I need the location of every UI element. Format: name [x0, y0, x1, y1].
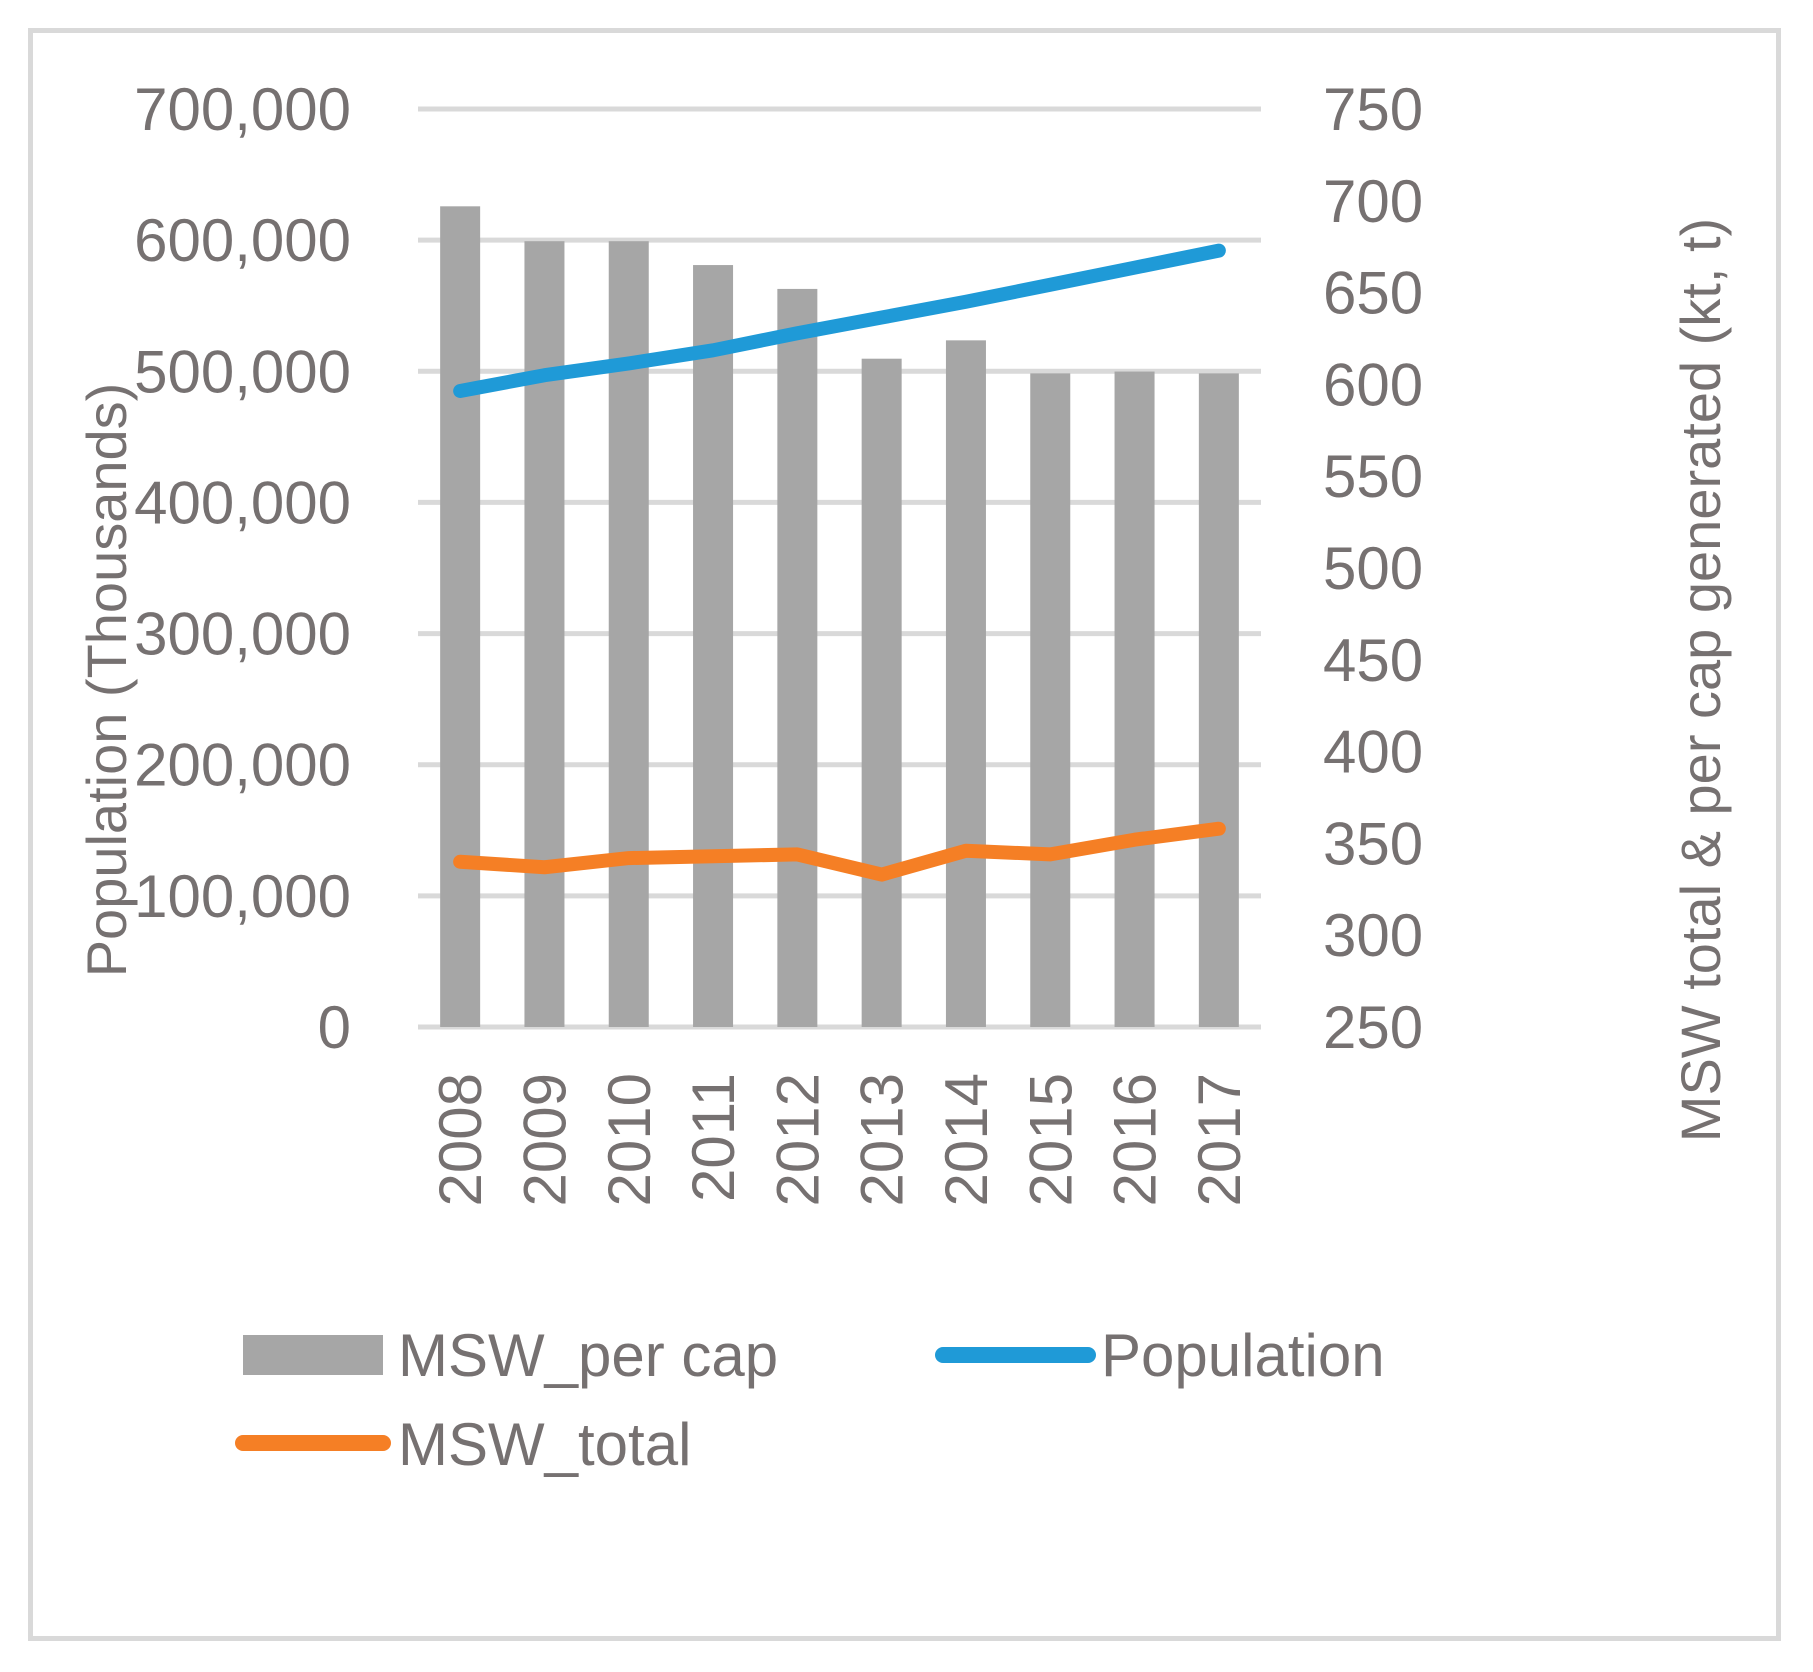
- x-tick-label-2014: 2014: [933, 1073, 1000, 1206]
- left-tick-label: 300,000: [134, 601, 351, 668]
- line-population: [453, 243, 1226, 398]
- x-tick-label-2011: 2011: [680, 1073, 747, 1202]
- left-axis-title: Population (Thousands): [75, 383, 138, 978]
- bar-msw-per-cap-2012: [777, 288, 818, 1027]
- left-tick-label: 0: [318, 994, 351, 1061]
- left-tick-label: 600,000: [134, 207, 351, 274]
- left-axis-ticks: 0 100,000 200,000 300,000 400,000 500,000 600,…: [134, 76, 351, 1061]
- legend-label-msw-per-cap: MSW_per cap: [398, 1322, 778, 1389]
- legend-label-population: Population: [1101, 1322, 1385, 1389]
- left-tick-label: 200,000: [134, 732, 351, 799]
- legend-swatch-msw-per-cap: [243, 1335, 383, 1375]
- line-msw-total: [453, 821, 1226, 882]
- chart-frame: 0 100,000 200,000 300,000 400,000 500,000 600,…: [28, 28, 1781, 1641]
- left-tick-label: 500,000: [134, 338, 351, 405]
- right-tick-label: 650: [1323, 260, 1423, 327]
- left-tick-label: 100,000: [134, 863, 351, 930]
- right-tick-label: 500: [1323, 535, 1423, 602]
- x-axis-ticks: 2008 2009 2010 2011 2012 2013 2014 2015 2016 2017: [427, 1073, 1253, 1206]
- bar-msw-per-cap-2016: [1114, 371, 1155, 1028]
- left-tick-label: 700,000: [134, 76, 351, 143]
- right-tick-label: 300: [1323, 902, 1423, 969]
- legend: MSW_per cap Population MSW_total: [235, 1322, 1385, 1478]
- bar-msw-per-cap-2008: [440, 206, 481, 1028]
- right-tick-label: 600: [1323, 351, 1423, 418]
- bar-msw-per-cap-2015: [1030, 373, 1071, 1027]
- x-tick-label-2009: 2009: [511, 1073, 578, 1206]
- bar-msw-per-cap-2014: [945, 340, 986, 1027]
- bar-msw-per-cap-2011: [693, 265, 734, 1027]
- bar-msw-per-cap-2013: [861, 358, 902, 1027]
- right-tick-label: 700: [1323, 168, 1423, 235]
- x-tick-label-2010: 2010: [596, 1073, 663, 1206]
- x-tick-label-2017: 2017: [1186, 1073, 1253, 1206]
- right-tick-label: 550: [1323, 443, 1423, 510]
- right-axis-ticks: 250 300 350 400 450 500 550 600 650 700 750: [1323, 76, 1423, 1061]
- bar-msw-per-cap-2017: [1198, 373, 1239, 1027]
- right-tick-label: 750: [1323, 76, 1423, 143]
- left-tick-label: 400,000: [134, 469, 351, 536]
- right-tick-label: 400: [1323, 719, 1423, 786]
- x-tick-label-2015: 2015: [1017, 1073, 1084, 1206]
- legend-label-msw-total: MSW_total: [398, 1411, 691, 1478]
- combo-chart: 0 100,000 200,000 300,000 400,000 500,000 600,…: [75, 76, 1732, 1478]
- right-axis-title: MSW total & per cap generated (kt, t): [1669, 218, 1732, 1142]
- x-tick-label-2008: 2008: [427, 1073, 494, 1206]
- x-tick-label-2013: 2013: [849, 1073, 916, 1206]
- right-tick-label: 250: [1323, 994, 1423, 1061]
- line-series: [453, 243, 1226, 882]
- x-tick-label-2016: 2016: [1102, 1073, 1169, 1206]
- bar-msw-per-cap-2009: [524, 241, 565, 1027]
- right-tick-label: 450: [1323, 627, 1423, 694]
- right-tick-label: 350: [1323, 810, 1423, 877]
- x-tick-label-2012: 2012: [764, 1073, 831, 1206]
